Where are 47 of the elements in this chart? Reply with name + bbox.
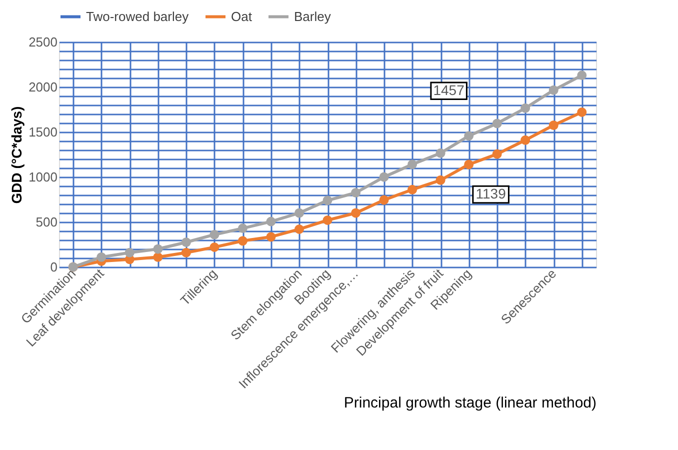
data-label: 1139 (476, 185, 506, 202)
point (238, 236, 248, 246)
point (96, 252, 106, 262)
y-axis-title: GDD (°C*days) (8, 106, 25, 204)
point (266, 216, 276, 226)
point (548, 85, 558, 95)
point (351, 188, 361, 198)
point (464, 131, 474, 141)
point (210, 230, 220, 240)
point (492, 149, 502, 159)
point (153, 244, 163, 254)
y-tick-label: 1500 (28, 124, 58, 140)
point (266, 232, 276, 242)
point (436, 148, 446, 158)
point (153, 252, 163, 262)
point (322, 196, 332, 206)
point (379, 195, 389, 205)
point (577, 107, 587, 117)
legend-label: Two-rowed barley (86, 8, 190, 24)
point (464, 160, 474, 170)
point (181, 248, 191, 258)
x-axis-title: Principal growth stage (linear method) (344, 394, 596, 412)
point (294, 224, 304, 234)
point (322, 215, 332, 225)
legend-label: Barley (294, 8, 332, 24)
legend-label: Oat (231, 8, 252, 24)
y-tick-label: 2000 (28, 80, 58, 94)
y-tick-label: 0 (50, 260, 58, 274)
point (492, 118, 502, 128)
point (436, 175, 446, 185)
point (408, 184, 418, 194)
point (124, 248, 134, 258)
data-label: 1457 (433, 82, 465, 98)
y-tick-label: 1000 (28, 170, 58, 184)
point (181, 238, 191, 247)
y-tick-label: 2500 (28, 34, 58, 50)
point (238, 224, 248, 234)
point (520, 103, 530, 113)
y-tick-label: 500 (36, 214, 58, 230)
point (351, 208, 361, 218)
point (408, 160, 418, 170)
point (577, 70, 587, 80)
point (210, 242, 220, 252)
point (520, 135, 530, 145)
point (294, 208, 304, 218)
point (548, 120, 558, 130)
point (379, 172, 389, 182)
